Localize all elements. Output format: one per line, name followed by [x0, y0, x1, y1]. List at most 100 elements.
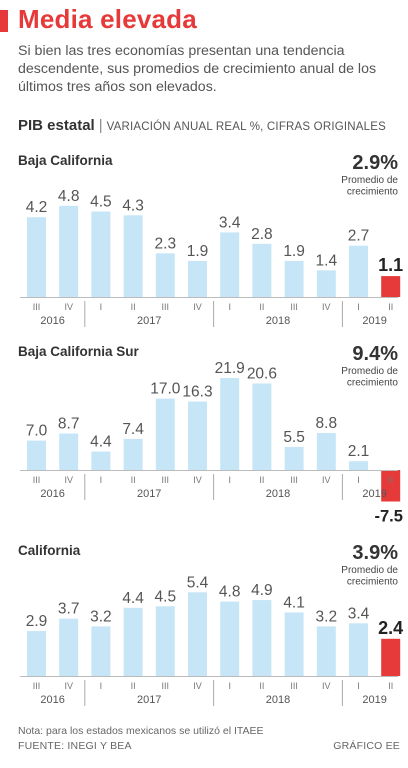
quarter-tick-label: IV [193, 681, 202, 691]
average-caption: Promedio de [341, 366, 398, 377]
data-label: 7.4 [122, 421, 144, 438]
footer-credit: GRÁFICO EE [333, 740, 400, 752]
year-label: 2016 [40, 694, 64, 706]
quarter-tick-label: II [388, 302, 393, 312]
bar [252, 383, 272, 470]
quarter-tick-label: IV [322, 302, 331, 312]
quarter-tick-label: IV [64, 475, 73, 485]
data-label: 1.4 [316, 252, 338, 269]
data-label: 2.7 [348, 228, 370, 245]
bar [316, 433, 336, 470]
year-label: 2019 [362, 315, 386, 327]
average-value: 9.4% [352, 343, 398, 365]
bar [123, 607, 143, 676]
quarter-tick-label: I [228, 475, 231, 485]
data-label: 2.9 [26, 613, 48, 630]
data-label: 1.1 [378, 255, 403, 275]
quarter-tick-label: I [357, 681, 360, 691]
data-label: 1.9 [187, 243, 209, 260]
data-label: 2.8 [251, 226, 273, 243]
bar [123, 215, 143, 297]
bar [91, 451, 111, 470]
data-label: 4.1 [283, 594, 305, 611]
bar [284, 260, 304, 297]
data-label: 3.2 [90, 608, 112, 625]
data-label: 3.7 [58, 601, 80, 618]
quarter-tick-label: III [290, 681, 298, 691]
data-label: 17.0 [150, 381, 181, 398]
bar [349, 461, 368, 470]
quarter-tick-label: IV [193, 302, 202, 312]
quarter-tick-label: I [100, 475, 103, 485]
quarter-tick-label: I [357, 302, 360, 312]
data-label: 4.9 [251, 582, 273, 599]
bar [155, 606, 175, 676]
separator: | [98, 117, 103, 134]
footer-note: Nota: para los estados mexicanos se util… [18, 725, 264, 737]
quarter-tick-label: I [100, 302, 103, 312]
year-label: 2019 [362, 488, 386, 500]
quarter-tick-label: III [290, 302, 298, 312]
quarter-tick-label: II [131, 681, 136, 691]
year-label: 2018 [266, 315, 290, 327]
bar [316, 270, 336, 297]
quarter-tick-label: IV [193, 475, 202, 485]
bar [188, 401, 207, 470]
chart-title: California [18, 543, 81, 558]
data-label: 4.5 [90, 194, 112, 211]
bar [220, 601, 240, 676]
data-label: 20.6 [247, 365, 277, 382]
quarter-tick-label: II [131, 475, 136, 485]
bar [27, 631, 46, 676]
quarter-tick-label: II [131, 302, 136, 312]
data-label: 8.8 [316, 415, 338, 432]
quarter-tick-label: I [357, 475, 360, 485]
data-label: 4.8 [219, 584, 241, 601]
page-title: Media elevada [18, 4, 197, 34]
chart-title: Baja California Sur [18, 344, 140, 359]
average-caption: crecimiento [347, 577, 399, 588]
year-label: 2017 [137, 315, 161, 327]
page-subtitle: Si bien las tres economías presentan una… [18, 43, 377, 95]
quarter-tick-label: II [259, 475, 264, 485]
data-label: 7.0 [26, 423, 48, 440]
bar [91, 626, 111, 676]
data-label: 16.3 [182, 384, 212, 401]
year-label: 2018 [266, 694, 290, 706]
data-label: 3.4 [219, 214, 241, 231]
quarter-tick-label: I [228, 681, 231, 691]
quarter-tick-label: II [388, 475, 393, 485]
quarter-tick-label: III [162, 681, 170, 691]
data-label: 4.2 [26, 199, 48, 216]
year-label: 2017 [137, 488, 161, 500]
footer-source: FUENTE: INEGI Y BEA [18, 740, 132, 752]
title-accent-bar [0, 10, 8, 32]
bar-highlight [381, 638, 401, 676]
bar [188, 260, 207, 297]
quarter-tick-label: III [290, 475, 298, 485]
bar [59, 618, 79, 676]
average-caption: Promedio de [341, 565, 398, 576]
data-label: 4.8 [58, 188, 80, 205]
quarter-tick-label: II [388, 681, 393, 691]
data-label: 4.4 [90, 434, 112, 451]
data-label: 2.1 [348, 443, 370, 460]
year-label: 2016 [40, 488, 64, 500]
bar [59, 433, 79, 470]
bar-highlight [381, 470, 401, 502]
bar [220, 232, 240, 297]
data-label: 1.9 [283, 243, 305, 260]
quarter-tick-label: III [33, 475, 41, 485]
data-label: 4.5 [155, 588, 177, 605]
section-header: PIB estatal | VARIACIÓN ANUAL REAL %, CIFR… [18, 117, 386, 134]
year-label: 2019 [362, 694, 386, 706]
data-label: 4.4 [122, 590, 144, 607]
quarter-tick-label: II [259, 681, 264, 691]
quarter-tick-label: IV [322, 475, 331, 485]
bar [27, 217, 46, 297]
data-label: 5.5 [283, 429, 305, 446]
year-label: 2017 [137, 694, 161, 706]
bar [220, 378, 240, 470]
bar [349, 245, 368, 297]
